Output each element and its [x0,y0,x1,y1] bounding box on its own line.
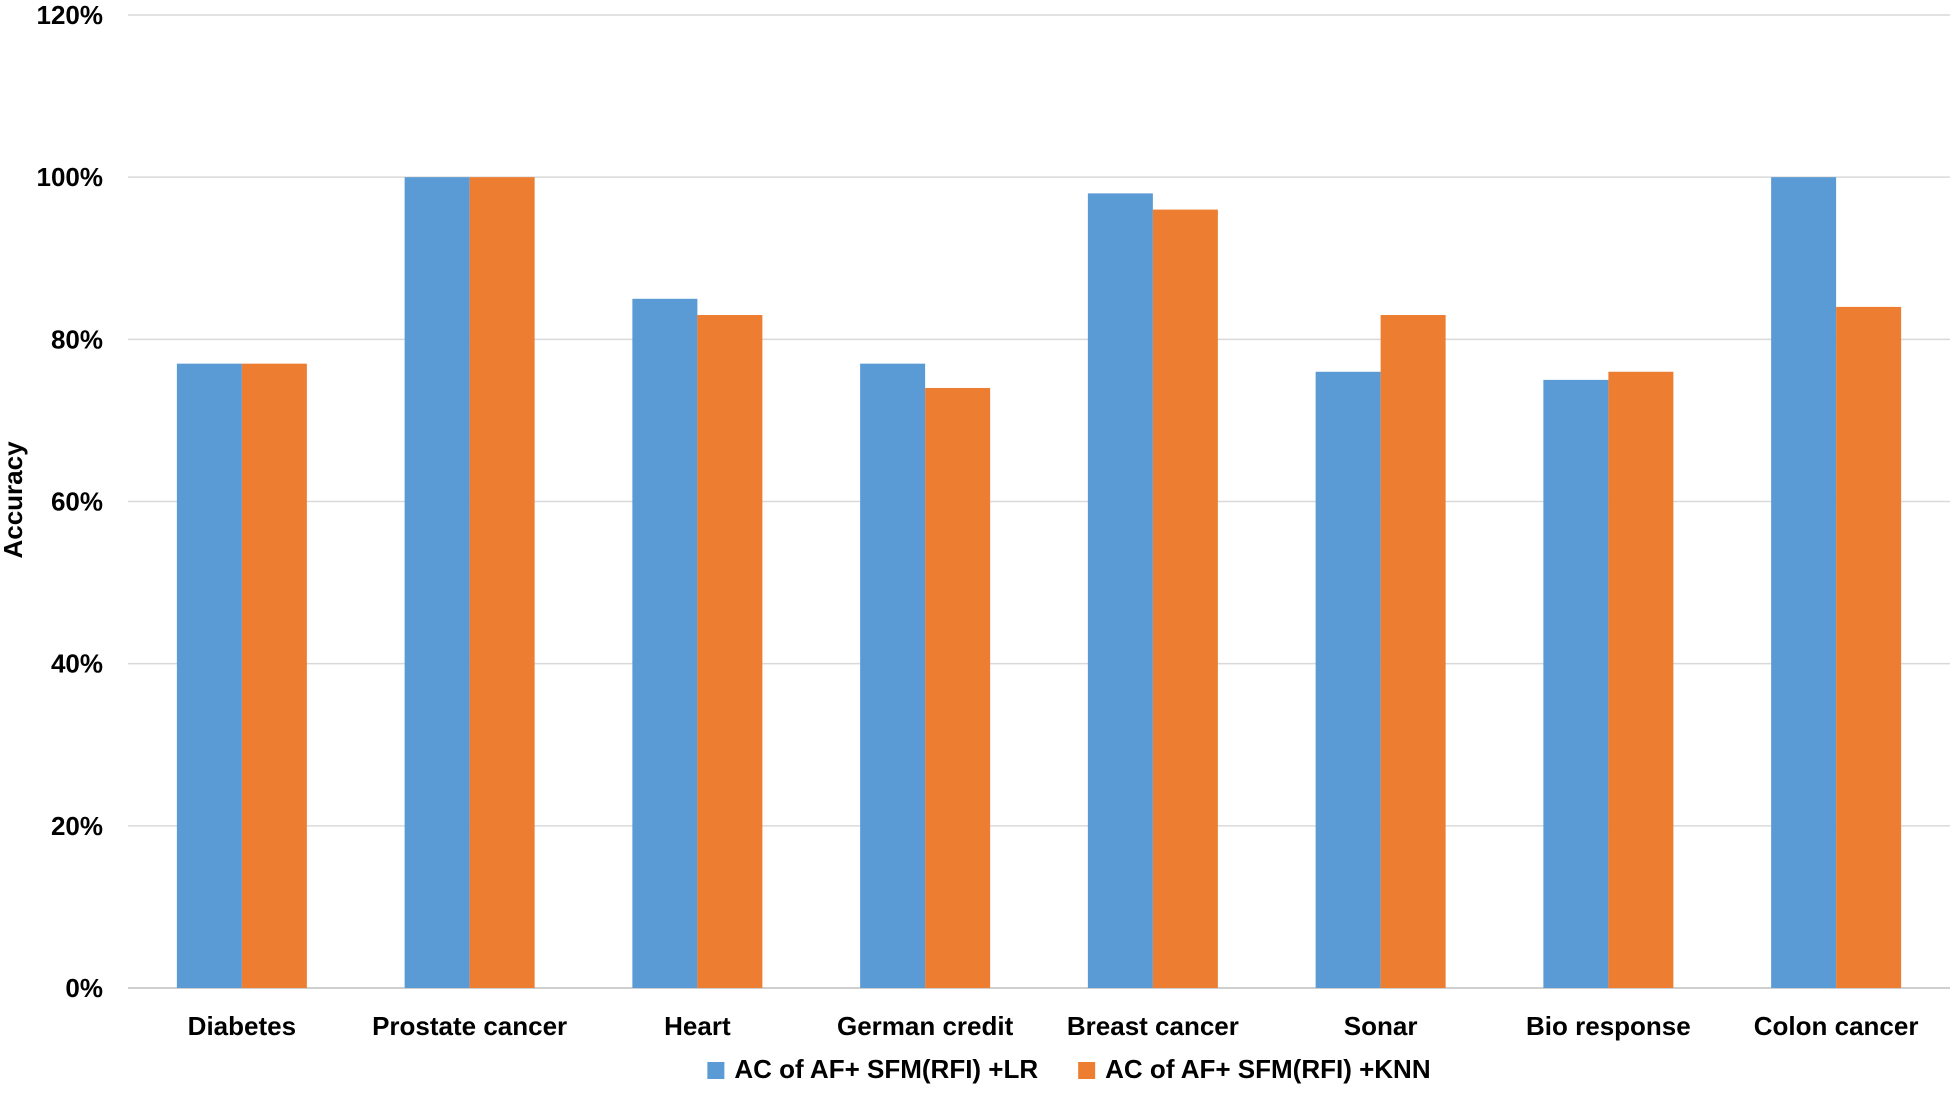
y-axis-title: Accuracy [0,441,28,559]
bar-knn-diabetes [241,363,307,988]
bar-lr-breast-cancer [1087,193,1153,989]
legend-label: AC of AF+ SFM(RFI) +KNN [1105,1054,1430,1084]
x-category-label: Bio response [1526,1011,1691,1041]
x-category-label: Sonar [1344,1011,1418,1041]
bar-lr-bio-response [1543,379,1609,988]
x-category-label: Colon cancer [1754,1011,1919,1041]
bar-knn-heart [697,315,763,989]
legend: AC of AF+ SFM(RFI) +LR AC of AF+ SFM(RFI)… [707,1054,1431,1084]
bar-lr-colon-cancer [1771,177,1837,988]
y-tick-label: 100% [37,162,104,192]
bars [176,177,1902,989]
y-tick-label: 120% [37,0,104,30]
y-tick-label: 60% [51,487,103,517]
x-category-label: Breast cancer [1067,1011,1239,1041]
bar-lr-german-credit [860,363,926,988]
y-tick-label: 80% [51,324,103,354]
x-category-label: Diabetes [188,1011,296,1041]
x-category-label: Prostate cancer [372,1011,567,1041]
bar-knn-sonar [1380,315,1446,989]
y-tick-label: 0% [65,973,103,1003]
y-tick-label: 20% [51,811,103,841]
bar-lr-sonar [1315,371,1381,988]
bar-knn-bio-response [1608,371,1674,988]
bar-knn-prostate-cancer [469,177,535,988]
legend-swatch-lr [707,1062,725,1079]
legend-swatch-knn [1078,1062,1096,1079]
bar-knn-breast-cancer [1152,209,1218,989]
bar-knn-colon-cancer [1836,306,1902,988]
y-axis-ticks: 0% 20% 40% 60% 80% 100% 120% [37,0,104,1003]
bar-knn-german-credit [925,387,991,988]
x-category-label: Heart [664,1011,731,1041]
gridlines [128,14,1950,989]
bar-lr-diabetes [176,363,242,988]
bar-lr-prostate-cancer [404,177,470,988]
legend-label: AC of AF+ SFM(RFI) +LR [734,1054,1038,1084]
bar-lr-heart [632,298,698,989]
x-axis-categories: Diabetes Prostate cancer Heart German credi… [188,1011,1919,1041]
x-category-label: German credit [837,1011,1014,1041]
y-tick-label: 40% [51,649,103,679]
